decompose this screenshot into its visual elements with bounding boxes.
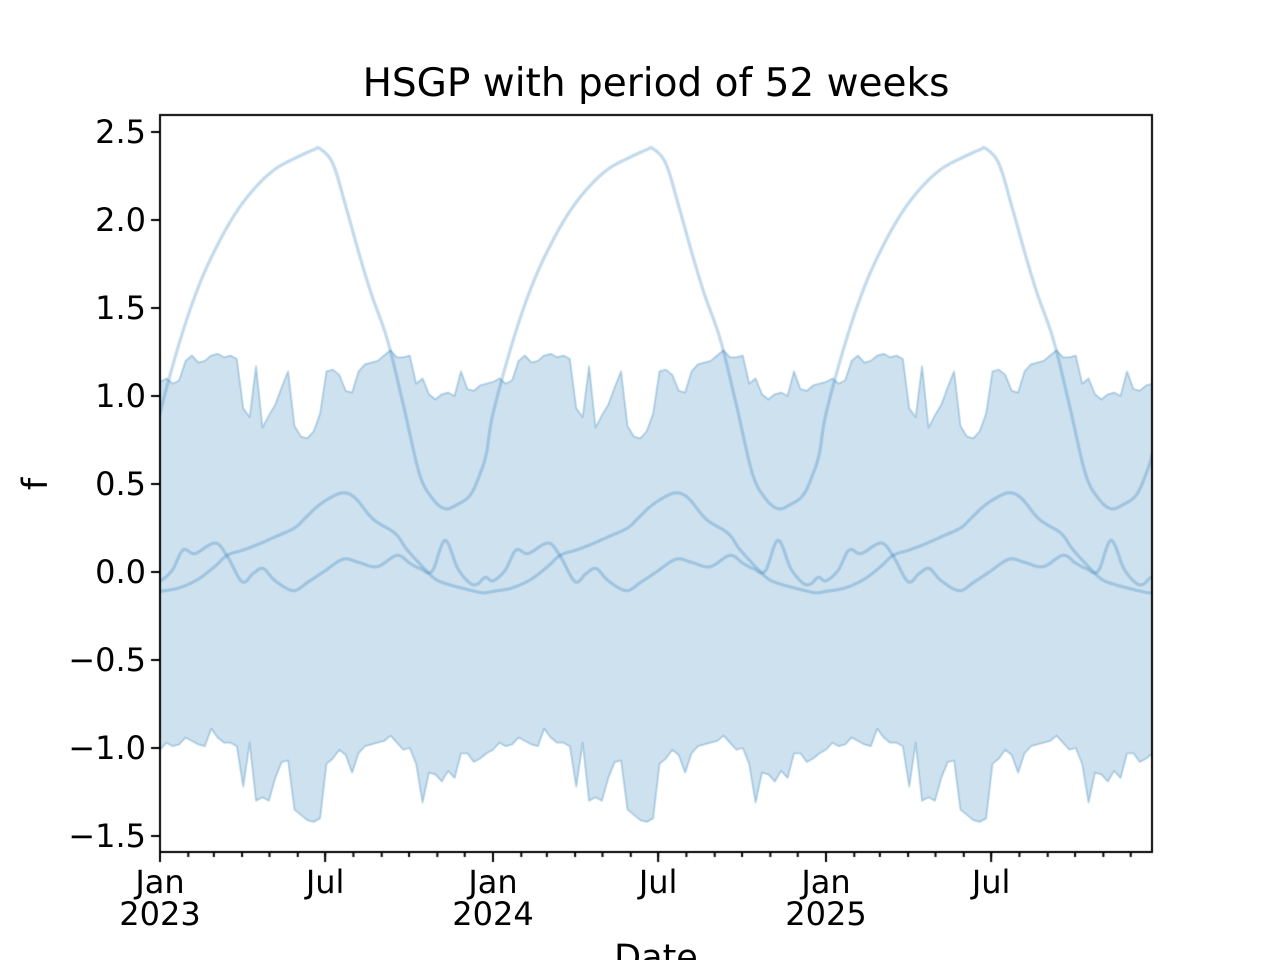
y-tick-label: 0.5 (95, 465, 146, 504)
y-tick-label: 0.0 (95, 553, 146, 592)
x-tick-label: Jul (638, 863, 678, 901)
x-tick-label: Jul (971, 863, 1011, 901)
y-tick-label: 1.0 (95, 377, 146, 416)
x-tick-year-label: 2025 (785, 895, 867, 933)
y-tick-label: 2.5 (95, 113, 146, 152)
x-axis-label: Date (614, 938, 698, 960)
y-tick-label: −0.5 (68, 641, 146, 679)
x-tick-label: Jan (468, 863, 518, 901)
chart-title: HSGP with period of 52 weeks (362, 61, 950, 106)
y-tick-label: 1.5 (95, 289, 146, 328)
x-tick-year-label: 2024 (452, 895, 534, 933)
y-tick-label: 2.0 (95, 201, 146, 240)
y-tick-label: −1.0 (68, 728, 146, 767)
x-tick-year-label: 2023 (119, 895, 201, 933)
x-tick-label: Jan (801, 863, 851, 901)
x-tick-label: Jul (305, 863, 345, 901)
x-tick-label: Jan (135, 863, 185, 901)
y-tick-label: −1.5 (68, 816, 146, 855)
